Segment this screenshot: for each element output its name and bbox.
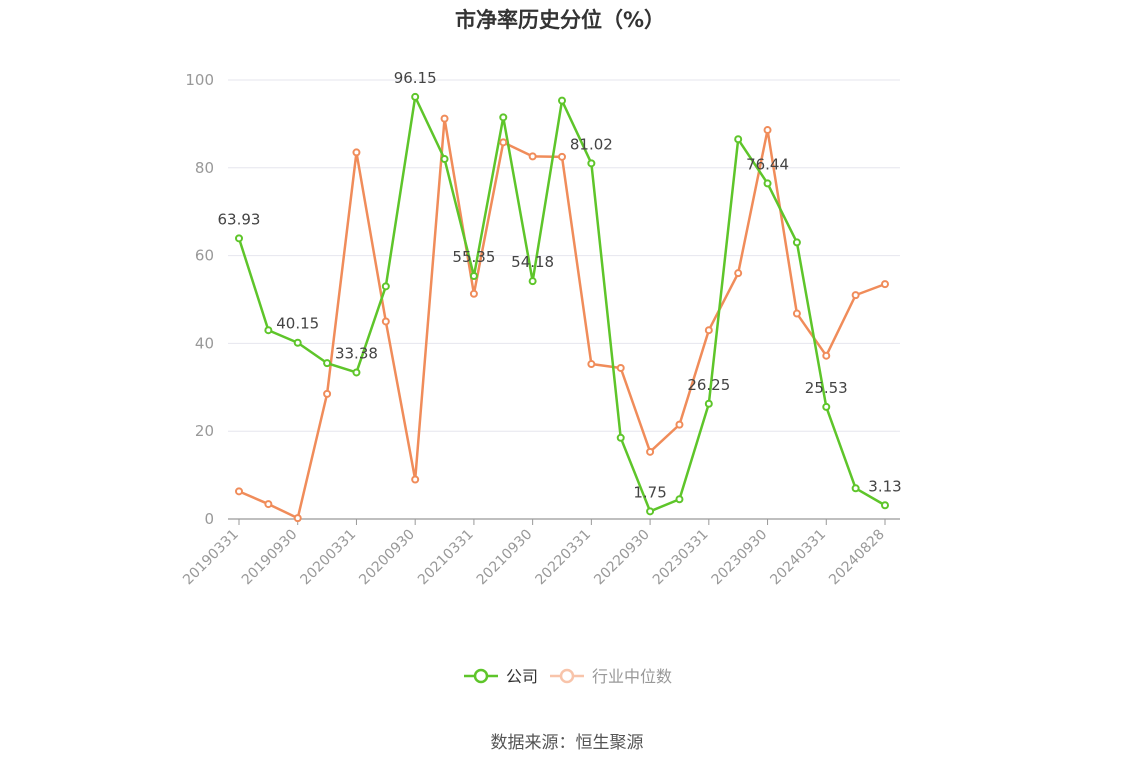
data-point [293, 338, 302, 347]
data-point [646, 507, 655, 516]
data-point [352, 148, 361, 157]
data-point [528, 277, 537, 286]
data-point [323, 389, 332, 398]
data-point [704, 326, 713, 335]
y-tick-label: 60 [195, 247, 214, 265]
data-label: 40.15 [276, 315, 319, 333]
data-point [264, 500, 273, 509]
x-tick-label: 20230930 [709, 527, 771, 589]
chart-title: 市净率历史分位（%） [454, 8, 666, 32]
x-tick-label: 20220930 [591, 527, 653, 589]
x-tick-label: 20200331 [298, 527, 360, 589]
data-point [792, 309, 801, 318]
x-axis: 2019033120190930202003312020093020210331… [180, 518, 900, 589]
data-label: 76.44 [746, 155, 789, 173]
data-point [235, 234, 243, 243]
data-point [851, 484, 860, 493]
x-tick-label: 20210930 [474, 527, 536, 589]
y-tick-label: 20 [195, 422, 214, 440]
x-tick-label: 20200930 [356, 527, 418, 589]
x-tick-label: 20230331 [650, 527, 712, 589]
y-tick-label: 40 [195, 334, 214, 352]
source-note: 数据来源：恒生聚源 [490, 733, 644, 753]
data-point [323, 359, 332, 368]
data-point [499, 138, 508, 147]
legend-marker-0 [473, 668, 489, 684]
data-point [822, 351, 831, 360]
x-tick-label: 20220331 [532, 527, 594, 589]
x-tick-label: 20240828 [826, 527, 888, 589]
data-label: 1.75 [633, 483, 666, 501]
series-points [235, 92, 889, 523]
data-label: 63.93 [218, 210, 261, 228]
data-point [411, 475, 420, 484]
data-point [734, 269, 743, 278]
data-label: 26.25 [687, 376, 730, 394]
data-point [469, 289, 478, 298]
data-point [440, 155, 449, 164]
data-label: 81.02 [570, 135, 613, 153]
data-point [763, 179, 772, 188]
data-label: 54.18 [511, 253, 554, 271]
series-line-1 [238, 117, 886, 520]
data-label: 33.38 [335, 344, 378, 362]
data-point [469, 272, 478, 281]
data-point [851, 291, 860, 300]
data-label: 3.13 [868, 477, 901, 495]
data-point [293, 514, 302, 523]
data-point [352, 368, 361, 377]
data-point [528, 152, 537, 161]
data-point [235, 487, 243, 496]
data-point [675, 420, 684, 429]
data-point [792, 238, 801, 247]
data-point [440, 114, 449, 123]
data-point [734, 135, 743, 144]
x-tick-label: 20190930 [239, 527, 301, 589]
data-point [587, 159, 596, 168]
y-tick-label: 100 [185, 71, 214, 89]
data-label: 96.15 [394, 69, 437, 87]
data-label: 25.53 [805, 379, 848, 397]
legend[interactable]: 公司 行业中位数 [464, 667, 672, 686]
data-labels: 63.93 40.15 33.38 96.15 55.35 54.18 81.02 1.75 2… [218, 69, 902, 501]
y-tick-label: 80 [195, 159, 214, 177]
data-point [822, 402, 831, 411]
data-point [881, 501, 889, 510]
data-point [381, 317, 390, 326]
data-point [616, 433, 625, 442]
data-point [646, 447, 655, 456]
x-tick-label: 20210331 [415, 527, 477, 589]
data-point [675, 495, 684, 504]
data-point [264, 326, 273, 335]
data-point [558, 152, 566, 161]
y-tick-label: 0 [204, 510, 214, 528]
data-point [704, 399, 713, 408]
data-point [616, 363, 625, 372]
data-point [587, 360, 596, 369]
data-label: 55.35 [452, 248, 495, 266]
x-tick-label: 20240331 [767, 527, 829, 589]
legend-label-1: 行业中位数 [592, 667, 672, 686]
legend-label-0: 公司 [506, 667, 538, 686]
legend-marker-1 [559, 668, 575, 684]
data-point [381, 282, 390, 291]
y-axis-ticks: 0 20 40 60 80 100 [185, 71, 214, 528]
data-point [881, 280, 889, 289]
data-point [763, 126, 772, 135]
x-tick-label: 20190331 [180, 527, 242, 589]
data-point [499, 113, 508, 122]
data-point [558, 96, 566, 105]
data-point [411, 92, 420, 101]
